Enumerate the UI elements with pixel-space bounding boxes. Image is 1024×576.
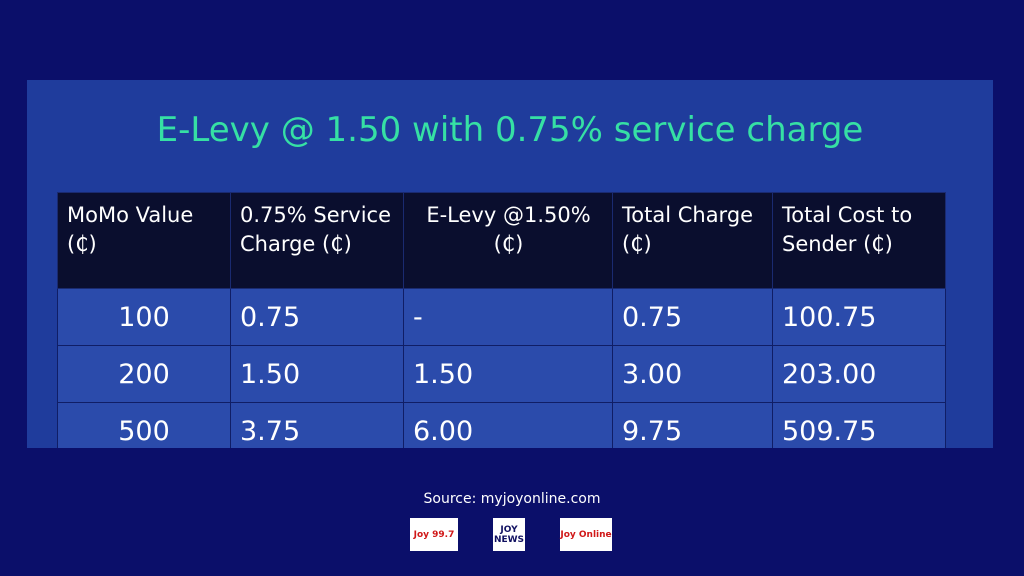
table-body: 100 0.75-0.75 100.75 200 1.50 1.50 3.00 203.00 5…	[57, 288, 946, 448]
table-cell: 200	[57, 345, 231, 403]
table-row: 500 3.75 6.00 9.75 509.75	[57, 402, 946, 448]
table-cell: 509.75	[772, 402, 946, 448]
logo: Joy Online	[560, 518, 612, 551]
table: MoMo Value (₵) 0.75% Service Charge (₵) E-…	[57, 192, 946, 448]
table-cell: 6.00	[403, 402, 613, 448]
column-header: 0.75% Service Charge (₵)	[230, 192, 404, 289]
table-cell: 0.75	[612, 288, 773, 346]
table-cell: 9.75	[612, 402, 773, 448]
table-cell: 3.00	[612, 345, 773, 403]
column-header: Total Charge (₵)	[612, 192, 773, 289]
table-cell: 500	[57, 402, 231, 448]
column-header: Total Cost to Sender (₵)	[772, 192, 946, 289]
table-cell: 1.50	[230, 345, 404, 403]
table-cell: 0.75	[230, 288, 404, 346]
header-row: MoMo Value (₵) 0.75% Service Charge (₵) E-…	[57, 192, 946, 289]
logo: Joy 99.7	[410, 518, 458, 551]
table-row: 200 1.50 1.50 3.00 203.00	[57, 345, 946, 403]
table-row: 100 0.75-0.75 100.75	[57, 288, 946, 346]
table-cell: 3.75	[230, 402, 404, 448]
table-cell: 1.50	[403, 345, 613, 403]
title: E-Levy @ 1.50 with 0.75% service charge	[156, 110, 864, 150]
panel: E-Levy @ 1.50 with 0.75% service charge …	[27, 80, 993, 448]
table-cell: 100.75	[772, 288, 946, 346]
table-cell: -	[403, 288, 613, 346]
table-cell: 203.00	[772, 345, 946, 403]
logo: JOY NEWS	[493, 518, 525, 551]
source: Source: myjoyonline.com	[423, 491, 601, 507]
column-header: E-Levy @1.50% (₵)	[403, 192, 613, 289]
table-cell: 100	[57, 288, 231, 346]
column-header: MoMo Value (₵)	[57, 192, 231, 289]
